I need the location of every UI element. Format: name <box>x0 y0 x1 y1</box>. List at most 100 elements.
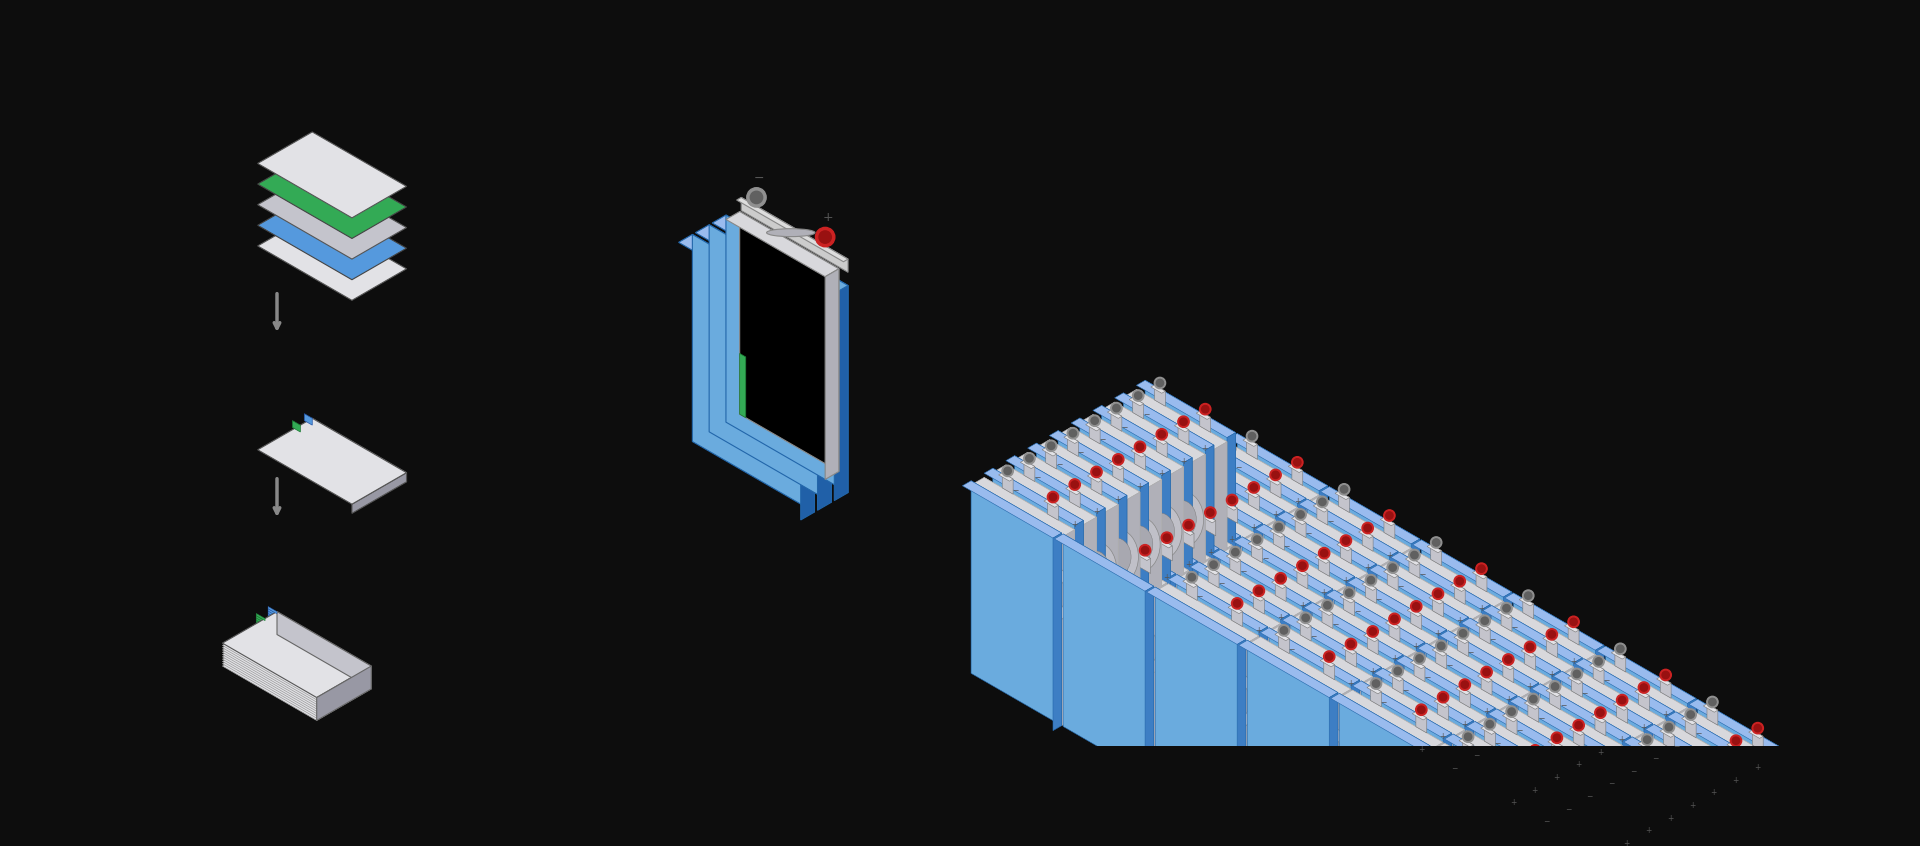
Polygon shape <box>1283 615 1380 673</box>
Polygon shape <box>1198 558 1302 618</box>
Circle shape <box>1622 798 1632 809</box>
Ellipse shape <box>1720 820 1749 846</box>
Ellipse shape <box>1382 801 1413 838</box>
Polygon shape <box>1407 608 1421 617</box>
Polygon shape <box>1505 713 1517 735</box>
Polygon shape <box>1707 704 1718 725</box>
Circle shape <box>1615 643 1626 655</box>
Circle shape <box>1388 564 1396 571</box>
Circle shape <box>816 228 835 247</box>
Polygon shape <box>1569 676 1582 684</box>
Polygon shape <box>1430 544 1442 566</box>
Polygon shape <box>1308 496 1411 556</box>
Circle shape <box>1135 392 1142 399</box>
Polygon shape <box>1196 411 1212 420</box>
Polygon shape <box>1461 618 1561 675</box>
Ellipse shape <box>1116 516 1160 573</box>
Ellipse shape <box>1392 676 1436 732</box>
Polygon shape <box>1665 780 1676 802</box>
Circle shape <box>1227 494 1238 506</box>
Polygon shape <box>1649 827 1657 846</box>
Polygon shape <box>1037 440 1140 500</box>
Polygon shape <box>1179 527 1194 536</box>
Ellipse shape <box>1167 501 1196 538</box>
Polygon shape <box>1461 627 1551 846</box>
Polygon shape <box>1730 743 1741 764</box>
Polygon shape <box>1071 418 1171 475</box>
Polygon shape <box>303 414 313 426</box>
Circle shape <box>1505 706 1517 717</box>
Text: +: + <box>1553 773 1559 782</box>
Circle shape <box>1181 468 1192 480</box>
Ellipse shape <box>1150 617 1179 654</box>
Polygon shape <box>1453 635 1469 644</box>
Circle shape <box>1162 532 1173 543</box>
Polygon shape <box>1094 526 1106 547</box>
Polygon shape <box>1348 586 1438 827</box>
Polygon shape <box>1605 646 1695 846</box>
Text: −: − <box>1142 410 1150 420</box>
Text: −: − <box>1127 526 1133 536</box>
Polygon shape <box>1290 612 1394 672</box>
Polygon shape <box>1052 533 1062 731</box>
Circle shape <box>1438 691 1450 703</box>
Polygon shape <box>257 418 407 504</box>
Polygon shape <box>1703 704 1718 712</box>
Text: +: + <box>1294 497 1300 507</box>
Circle shape <box>1340 535 1352 547</box>
Polygon shape <box>1448 627 1551 687</box>
Text: +: + <box>1185 560 1192 569</box>
Text: −: − <box>1517 727 1523 735</box>
Polygon shape <box>1250 593 1265 602</box>
Polygon shape <box>1269 529 1284 537</box>
Polygon shape <box>1212 558 1302 799</box>
Text: +: + <box>1663 710 1668 719</box>
Polygon shape <box>797 245 806 453</box>
Polygon shape <box>1709 755 1720 777</box>
Polygon shape <box>1482 615 1574 846</box>
Polygon shape <box>1156 584 1260 644</box>
Polygon shape <box>1027 453 1117 693</box>
Text: −: − <box>1490 635 1496 645</box>
Polygon shape <box>1206 445 1213 643</box>
Circle shape <box>1112 403 1121 414</box>
Polygon shape <box>1277 521 1367 761</box>
Ellipse shape <box>1713 810 1757 846</box>
Circle shape <box>1183 519 1194 530</box>
Polygon shape <box>1171 471 1263 716</box>
Polygon shape <box>269 620 276 628</box>
Polygon shape <box>1238 640 1338 698</box>
Polygon shape <box>1430 743 1444 846</box>
Circle shape <box>1388 613 1400 624</box>
Text: −: − <box>1446 661 1452 670</box>
Polygon shape <box>1561 667 1574 846</box>
Circle shape <box>1071 481 1079 488</box>
Text: −: − <box>1148 514 1154 523</box>
Polygon shape <box>1313 602 1404 846</box>
Polygon shape <box>1548 739 1563 748</box>
Text: +: + <box>1164 573 1169 582</box>
Ellipse shape <box>1106 641 1137 679</box>
Polygon shape <box>1471 618 1561 846</box>
Polygon shape <box>1202 514 1215 523</box>
Circle shape <box>1480 617 1488 624</box>
Text: +: + <box>1667 814 1674 822</box>
Polygon shape <box>1425 639 1438 835</box>
Ellipse shape <box>1037 576 1066 613</box>
Polygon shape <box>1609 745 1622 846</box>
Circle shape <box>1457 628 1469 639</box>
Circle shape <box>1254 585 1265 596</box>
Ellipse shape <box>1300 623 1344 679</box>
Polygon shape <box>1676 711 1766 846</box>
Ellipse shape <box>1536 713 1565 750</box>
Circle shape <box>1367 576 1375 584</box>
Polygon shape <box>1131 448 1146 457</box>
Ellipse shape <box>1129 629 1158 667</box>
Polygon shape <box>1384 569 1398 578</box>
Polygon shape <box>1521 649 1536 657</box>
Circle shape <box>1415 704 1427 716</box>
Polygon shape <box>1171 467 1183 662</box>
Circle shape <box>1281 627 1288 634</box>
Polygon shape <box>269 611 276 618</box>
Polygon shape <box>1620 754 1630 776</box>
